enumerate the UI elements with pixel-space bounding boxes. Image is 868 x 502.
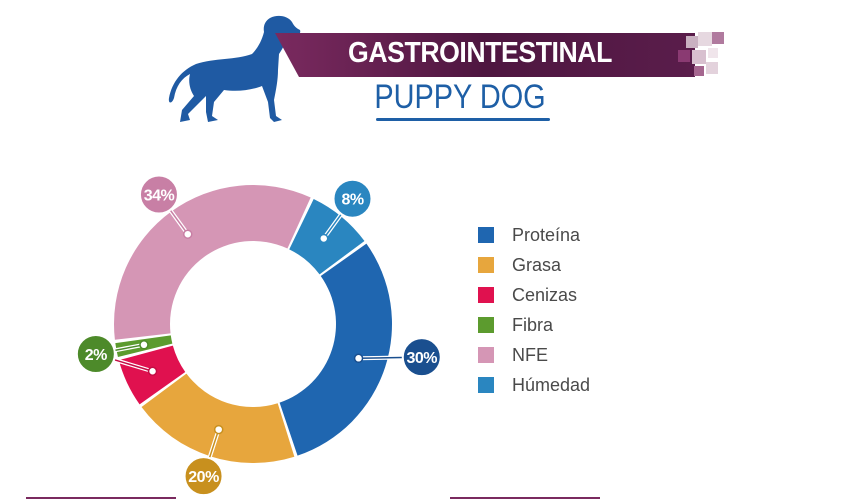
- dog-silhouette-icon: [168, 15, 301, 123]
- data-label-bubble: [75, 333, 116, 374]
- decorative-squares-icon: [678, 32, 724, 76]
- title-banner: [275, 33, 695, 77]
- legend-swatch: [478, 287, 494, 303]
- legend-label: Húmedad: [512, 374, 591, 395]
- legend-swatch: [478, 377, 494, 393]
- legend-label: Fibra: [512, 314, 554, 335]
- subtitle-underline: [376, 118, 550, 121]
- leader-dot: [139, 340, 149, 350]
- legend-swatch: [478, 227, 494, 243]
- page-title: GASTROINTESTINAL: [348, 37, 612, 69]
- legend-item: Proteína: [478, 220, 590, 250]
- legend-label: NFE: [512, 344, 548, 365]
- data-label: 8%: [341, 192, 363, 209]
- donut-slice: [279, 243, 392, 456]
- data-label-bubble: [401, 337, 442, 378]
- data-label-bubble: [138, 174, 179, 215]
- legend-item: NFE: [478, 340, 590, 370]
- chart-legend: Proteína Grasa Cenizas Fibra NFE Húmedad: [478, 220, 590, 400]
- legend-swatch: [478, 317, 494, 333]
- bottom-rule-left: [26, 497, 176, 499]
- legend-label: Proteína: [512, 224, 581, 245]
- data-label: 30%: [407, 350, 438, 367]
- page-subtitle: PUPPY DOG: [374, 78, 546, 116]
- data-label-bubble: [332, 178, 373, 219]
- legend-item: Fibra: [478, 310, 590, 340]
- legend-item: Grasa: [478, 250, 590, 280]
- leader-dot: [147, 366, 158, 377]
- legend-label: Cenizas: [512, 284, 578, 305]
- leader-dot: [319, 233, 329, 244]
- data-label: 34%: [144, 188, 175, 205]
- legend-item: Cenizas: [478, 280, 590, 310]
- legend-label: Grasa: [512, 254, 562, 275]
- bottom-rule-right: [450, 497, 600, 499]
- legend-swatch: [478, 347, 494, 363]
- leader-dot: [183, 229, 193, 239]
- leader-dot: [213, 424, 224, 435]
- data-label: 20%: [188, 469, 219, 486]
- data-label: 2%: [85, 347, 107, 364]
- donut-slice: [114, 185, 311, 340]
- data-label-bubble: [183, 456, 224, 497]
- donut-slice: [141, 373, 295, 463]
- leader-dot: [353, 353, 364, 364]
- legend-item: Húmedad: [478, 370, 590, 400]
- legend-swatch: [478, 257, 494, 273]
